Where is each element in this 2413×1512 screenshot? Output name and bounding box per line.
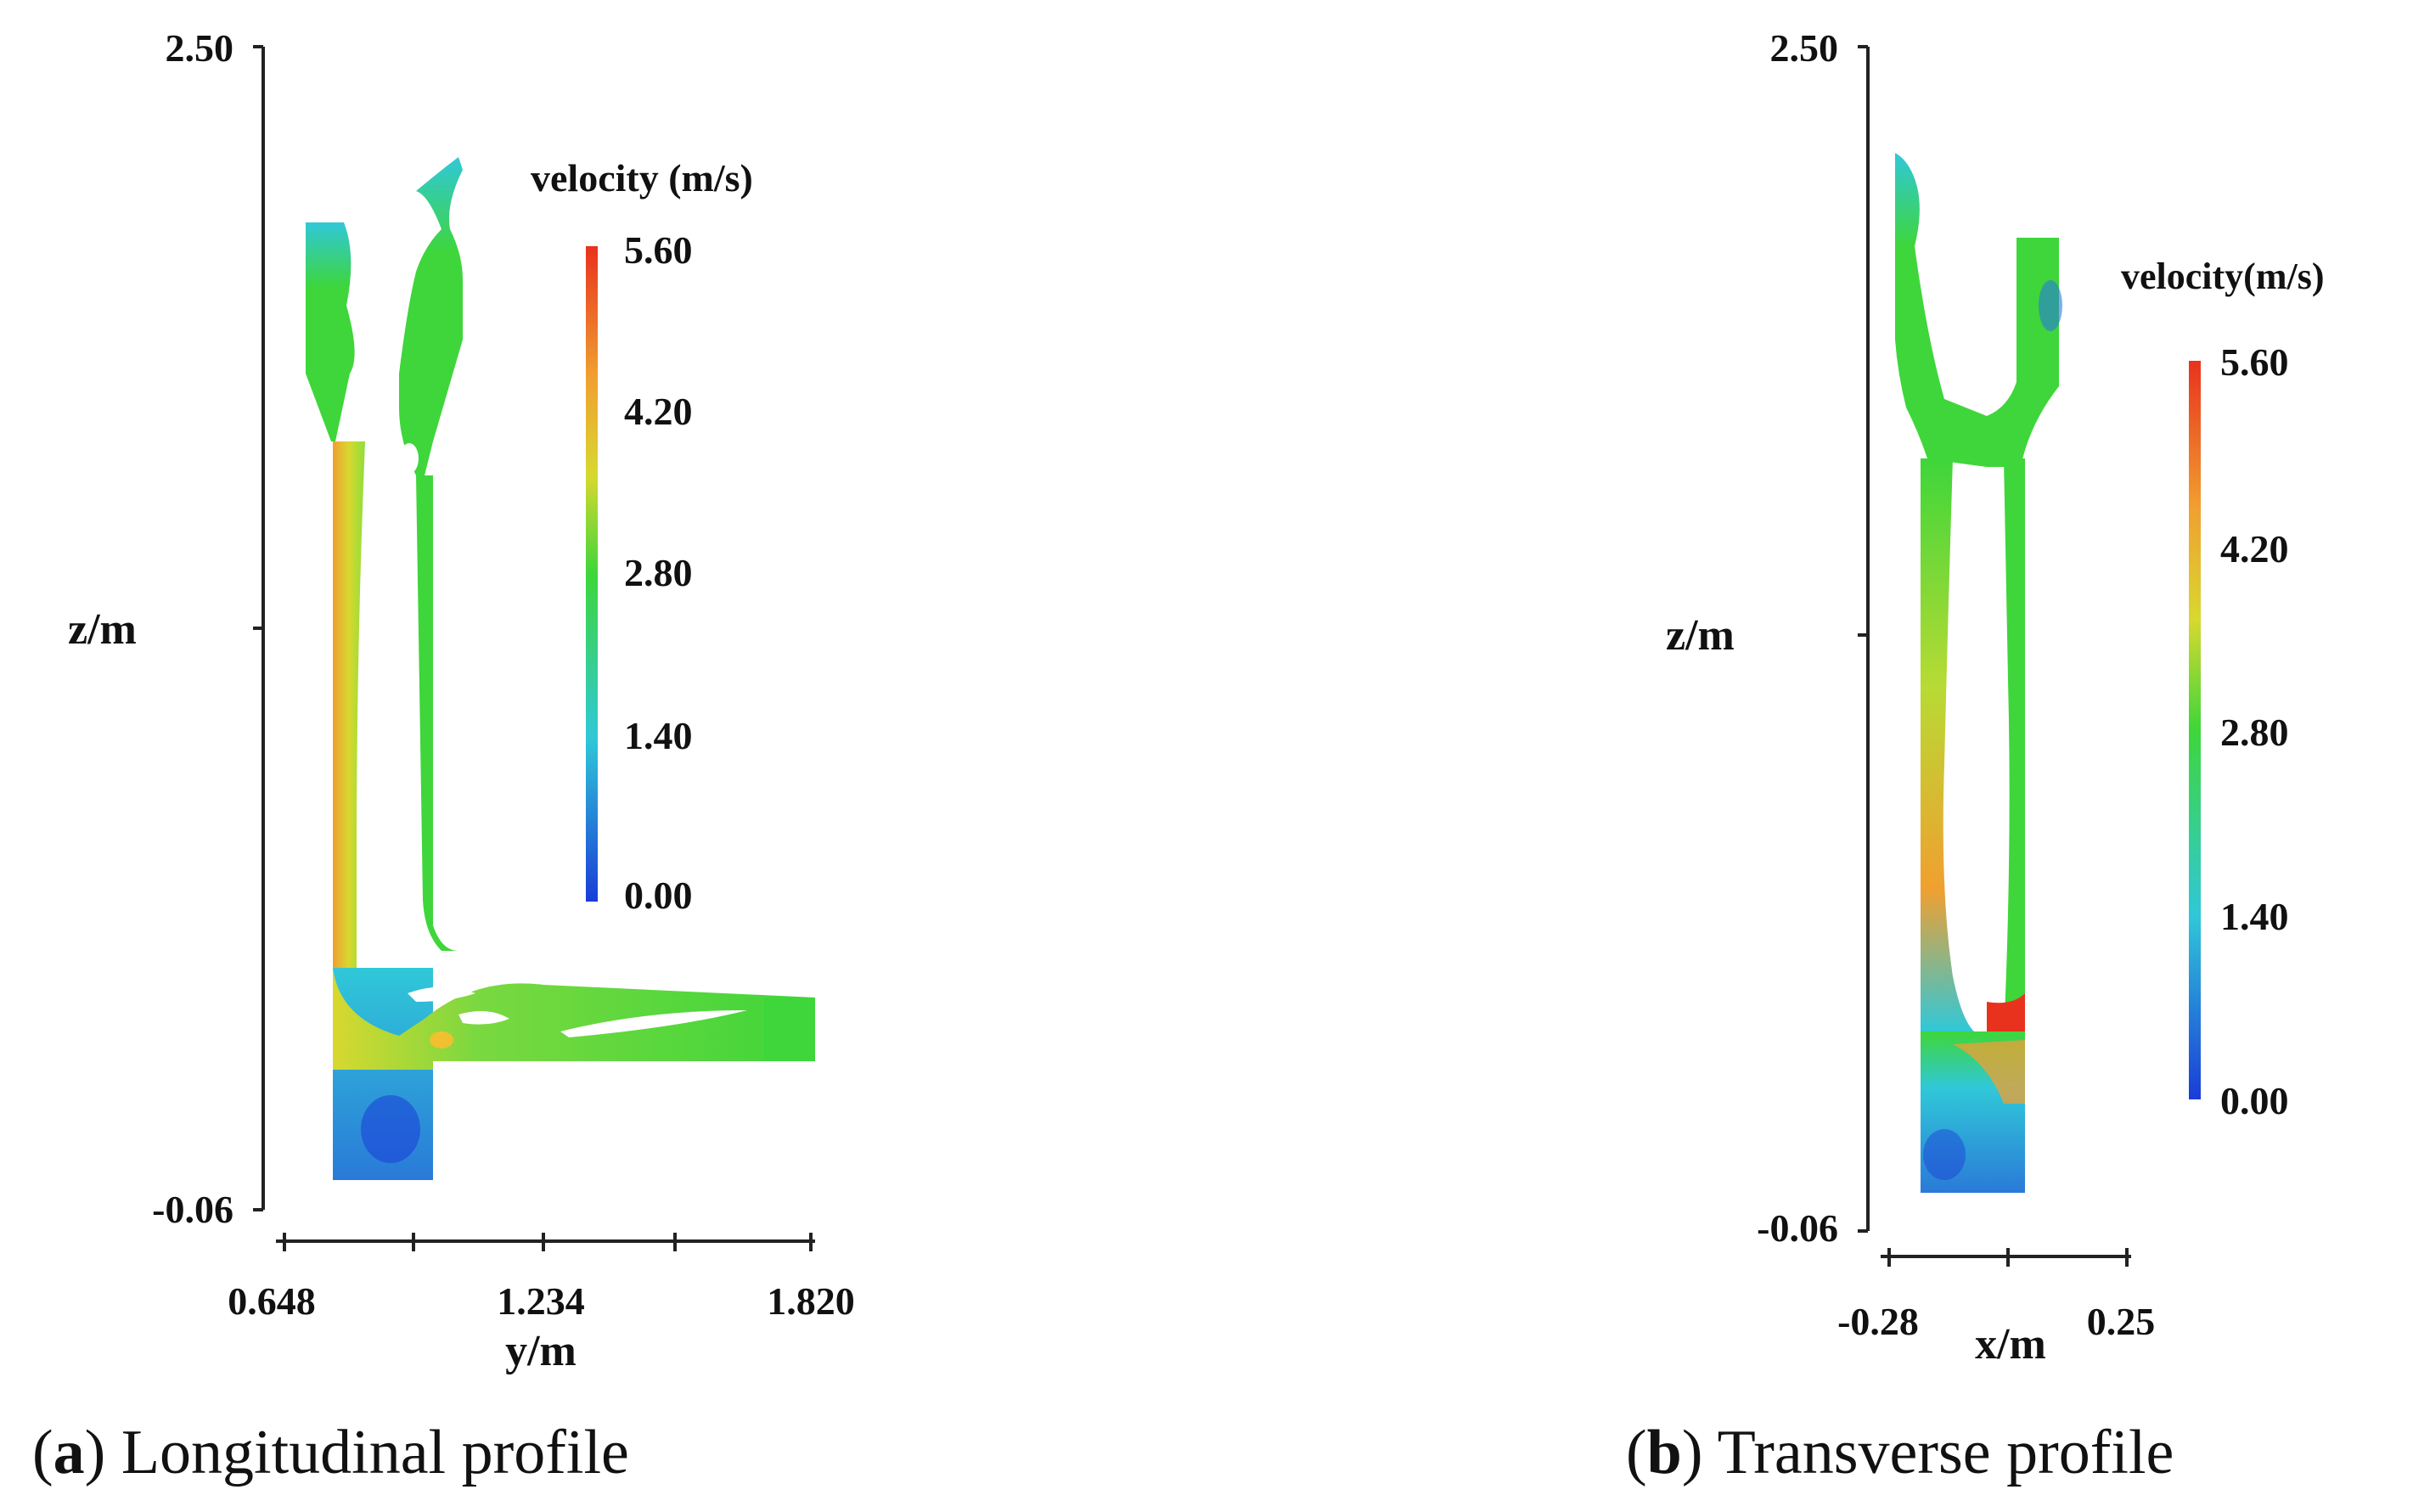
panel-a-low-velocity-zone: [361, 1095, 420, 1163]
panel-a-right-riser-film: [416, 475, 458, 951]
panel-b-colorbar: [2189, 361, 2201, 1099]
panel-b-colorbar-tick-4: 1.40: [2220, 895, 2289, 938]
panel-a-gas-pocket-1: [560, 1010, 747, 1037]
panel-a-z-top-label: 2.50: [166, 26, 234, 70]
panel-a-upper-right-separator: [399, 157, 463, 475]
panel-a-h-tick-label-1: 0.648: [228, 1279, 316, 1323]
panel-b-low-velocity-zone-top: [2039, 280, 2062, 331]
panel-a-gas-pocket-3: [458, 1011, 509, 1025]
panel-a-h-tick-label-3: 1.820: [767, 1279, 855, 1323]
panel-a-colorbar-tick-5: 0.00: [624, 874, 693, 917]
panel-a-colorbar-tick-1: 5.60: [624, 228, 693, 272]
panel-b-colorbar-tick-3: 2.80: [2220, 711, 2289, 754]
panel-b-h-axis-title: x/m: [1975, 1320, 2046, 1369]
panel-a-h-axis-title: y/m: [505, 1327, 577, 1375]
panel-a-left-riser: [333, 441, 365, 968]
panel-a-caption-text: Longitudinal profile: [121, 1418, 629, 1487]
panel-a-z-axis-title: z/m: [68, 605, 137, 654]
panel-b-colorbar-tick-1: 5.60: [2220, 340, 2289, 384]
panel-a-caption: (a) Longitudinal profile: [32, 1418, 629, 1487]
panel-a-colorbar: [586, 246, 598, 902]
panel-b-z-bottom-label: -0.06: [1757, 1206, 1838, 1250]
panel-b-left-riser: [1921, 458, 1974, 1031]
panel-a-colorbar-tick-3: 2.80: [624, 551, 693, 594]
panel-b-z-top-label: 2.50: [1770, 26, 1839, 70]
panel-a-colorbar-title: velocity (m/s): [531, 156, 753, 200]
panel-b-h-tick-label-1: -0.28: [1837, 1300, 1919, 1343]
panel-a-colorbar-tick-2: 4.20: [624, 390, 693, 433]
panel-b-colorbar-tick-5: 0.00: [2220, 1079, 2289, 1122]
panel-b-caption-text: Transverse profile: [1718, 1418, 2174, 1487]
panel-a-horizontal-branch: [333, 968, 815, 1070]
panel-b-high-velocity-zone: [1987, 993, 2025, 1040]
panel-a-bubble: [400, 443, 419, 474]
panel-a: 2.50 -0.06 z/m 0.648 1.234 1.820 y/m: [32, 26, 855, 1487]
panel-a-velocity-contour: [306, 157, 815, 1180]
panel-b-caption: (b) Transverse profile: [1626, 1418, 2174, 1487]
panel-a-colorbar-tick-4: 1.40: [624, 714, 693, 757]
panel-b-low-velocity-zone-bottom: [1923, 1129, 1966, 1180]
panel-b-right-riser-film: [2004, 458, 2025, 1036]
panel-b-transition-zone: [1953, 1040, 2025, 1104]
panel-b-z-axis-title: z/m: [1666, 611, 1735, 660]
panel-a-h-tick-label-2: 1.234: [497, 1279, 585, 1323]
panel-b-colorbar-tick-2: 4.20: [2220, 527, 2289, 571]
panel-a-gas-pocket-2: [408, 986, 475, 1002]
panel-a-high-velocity-spot: [430, 1031, 453, 1048]
panel-a-outlet: [764, 998, 815, 1061]
panel-b-colorbar-title: velocity(m/s): [2121, 256, 2324, 297]
panel-b-upper-separator: [1895, 153, 2059, 467]
panel-b-h-tick-label-2: 0.25: [2087, 1300, 2156, 1343]
panel-b-velocity-contour: [1895, 153, 2062, 1193]
panel-a-caption-letter: a: [53, 1418, 85, 1487]
panel-b: 2.50 -0.06 z/m -0.28 0.25 x/m ve: [1626, 26, 2324, 1487]
panel-a-upper-left-stub: [306, 222, 355, 441]
panel-a-z-bottom-label: -0.06: [152, 1188, 233, 1231]
panel-b-caption-letter: b: [1647, 1418, 1682, 1487]
